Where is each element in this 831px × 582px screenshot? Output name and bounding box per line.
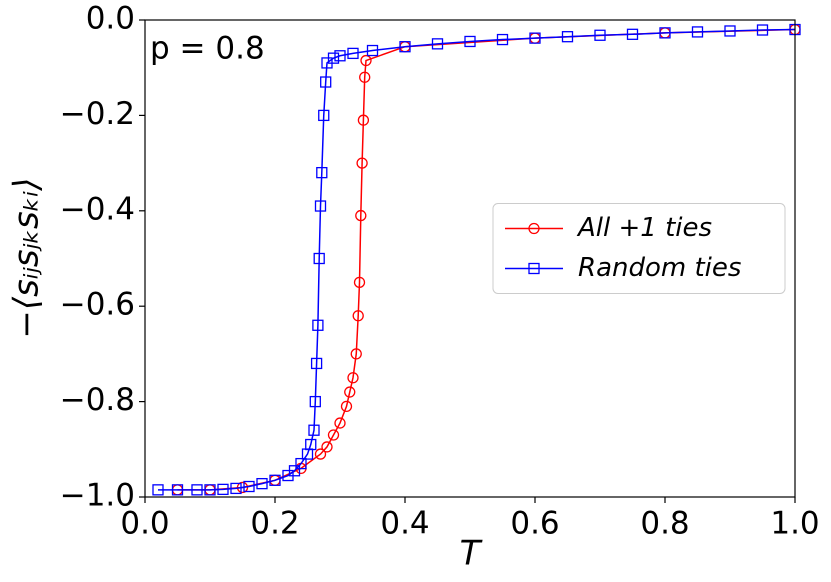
- data-point: [269, 474, 281, 486]
- legend-label: All +1 ties: [576, 213, 712, 243]
- data-point: [171, 484, 184, 496]
- data-point: [310, 357, 323, 370]
- x-tick-label: 0.4: [380, 506, 429, 542]
- data-point: [352, 310, 364, 322]
- x-tick-label: 0.0: [120, 506, 169, 542]
- data-point: [243, 480, 255, 493]
- data-point: [356, 157, 368, 169]
- data-point: [334, 50, 346, 62]
- y-tick-label: −0.2: [60, 96, 135, 132]
- data-point: [334, 417, 346, 429]
- data-point: [464, 35, 476, 48]
- data-point: [314, 448, 327, 460]
- data-point: [152, 484, 164, 496]
- data-point: [350, 348, 362, 360]
- data-point: [399, 41, 411, 53]
- data-point: [230, 482, 242, 495]
- data-point: [256, 477, 268, 490]
- y-tick-label: −0.6: [60, 287, 135, 323]
- data-point: [626, 28, 639, 40]
- data-point: [316, 166, 328, 179]
- data-point: [359, 71, 371, 83]
- data-point: [594, 29, 606, 41]
- data-point: [295, 457, 307, 470]
- data-point: [691, 26, 704, 38]
- y-tick-label: −1.0: [60, 478, 135, 514]
- x-tick-label: 0.8: [640, 506, 689, 542]
- data-point: [217, 483, 229, 496]
- data-point: [318, 109, 330, 122]
- data-point: [496, 33, 509, 46]
- data-point: [320, 76, 332, 88]
- legend-marker: [528, 222, 540, 235]
- y-tick-label: 0.0: [86, 1, 135, 37]
- data-point: [309, 395, 321, 408]
- data-point: [327, 429, 340, 441]
- x-axis-label: T: [460, 534, 483, 574]
- data-point: [313, 252, 325, 265]
- data-point: [344, 386, 356, 398]
- data-point: [756, 24, 769, 36]
- y-axis-label: −⟨sᵢⱼsⱼₖsₖᵢ⟩: [7, 177, 47, 338]
- data-point: [321, 441, 333, 453]
- data-point: [347, 47, 359, 60]
- data-point: [327, 52, 340, 64]
- legend-marker: [528, 262, 540, 275]
- data-point: [357, 114, 370, 126]
- data-point: [204, 484, 216, 496]
- data-point: [288, 465, 301, 477]
- data-point: [191, 484, 203, 496]
- series-line: [158, 28, 796, 491]
- x-tick-label: 0.2: [250, 506, 299, 542]
- data-point: [305, 438, 317, 451]
- data-point: [561, 31, 574, 43]
- legend-label: Random ties: [578, 253, 741, 283]
- plot-frame: [144, 19, 796, 498]
- data-point: [347, 372, 359, 384]
- data-point: [353, 276, 366, 289]
- annotation: p = 0.8: [150, 31, 265, 67]
- data-point: [724, 25, 736, 37]
- data-point: [366, 44, 379, 57]
- data-point: [312, 319, 324, 331]
- data-point: [529, 32, 541, 44]
- x-tick-label: 1.0: [770, 506, 819, 542]
- y-tick-label: −0.4: [60, 191, 135, 227]
- data-point: [308, 424, 320, 436]
- x-tick-label: 0.6: [510, 506, 559, 542]
- data-point: [355, 209, 367, 222]
- data-point: [314, 200, 327, 212]
- data-point: [340, 400, 353, 413]
- data-point: [431, 38, 444, 50]
- data-point: [659, 27, 671, 39]
- y-tick-label: −0.8: [60, 382, 135, 418]
- legend-box: [492, 203, 786, 294]
- data-point: [360, 54, 372, 67]
